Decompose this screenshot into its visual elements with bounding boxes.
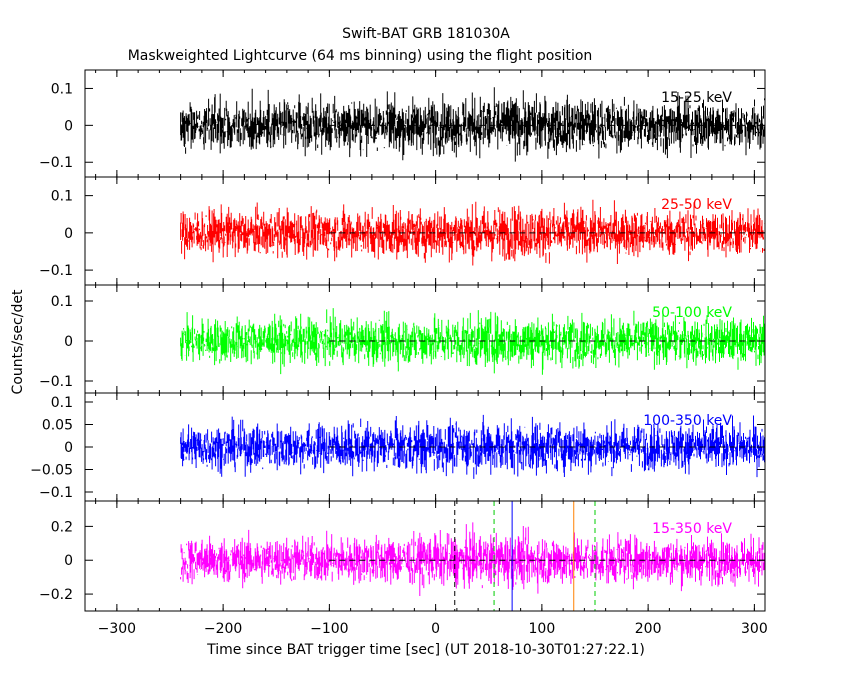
y-tick-label: −0.1 xyxy=(39,263,73,279)
series-50-100-keV xyxy=(180,308,766,375)
y-tick-label: 0 xyxy=(64,334,73,350)
y-axis-label: Counts/sec/det xyxy=(10,289,26,394)
x-tick-label: 300 xyxy=(741,621,768,637)
panels-layer: −0.1 0 0.1 15-25 keV −0.1 0 0.1 25-50 keV −0.1 0 0… xyxy=(30,69,768,637)
y-tick-label: 0.1 xyxy=(51,395,73,411)
y-tick-label: 0 xyxy=(64,118,73,134)
chart-title: Swift-BAT GRB 181030A xyxy=(342,26,510,42)
x-tick-label: 100 xyxy=(529,621,556,637)
x-tick-label: −200 xyxy=(204,621,242,637)
x-tick-label: 200 xyxy=(635,621,662,637)
y-tick-label: 0 xyxy=(64,226,73,242)
panel-label: 50-100 keV xyxy=(652,305,732,321)
x-tick-label: −100 xyxy=(310,621,348,637)
y-tick-label: −0.1 xyxy=(39,485,73,501)
x-tick-label: −300 xyxy=(98,621,136,637)
panel-frame xyxy=(84,500,766,612)
panel-label: 15-350 keV xyxy=(652,521,732,537)
y-tick-label: 0 xyxy=(64,440,73,456)
panel-1: −0.1 0 0.1 25-50 keV xyxy=(39,176,766,286)
y-tick-label: −0.2 xyxy=(39,587,73,603)
y-tick-label: 0.1 xyxy=(51,294,73,310)
x-axis-label: Time since BAT trigger time [sec] (UT 20… xyxy=(206,642,645,658)
panel-label: 25-50 keV xyxy=(661,197,732,213)
series-100-350-keV xyxy=(180,414,766,479)
y-tick-label: 0.2 xyxy=(51,519,73,535)
panel-0: −0.1 0 0.1 15-25 keV xyxy=(39,69,766,178)
chart-subtitle: Maskweighted Lightcurve (64 ms binning) … xyxy=(128,48,593,64)
x-tick-label: 0 xyxy=(431,621,440,637)
y-tick-label: −0.1 xyxy=(39,374,73,390)
y-tick-label: 0.1 xyxy=(51,189,73,205)
series-15-350-keV xyxy=(180,522,766,596)
panel-label: 15-25 keV xyxy=(661,90,732,106)
y-tick-label: −0.1 xyxy=(39,155,73,171)
panel-4: −0.2 0 0.2 15-350 keV xyxy=(39,500,766,612)
panel-label: 100-350 keV xyxy=(643,413,732,429)
y-tick-label: −0.05 xyxy=(30,463,73,479)
y-tick-label: 0 xyxy=(64,553,73,569)
y-tick-label: 0.1 xyxy=(51,81,73,97)
y-tick-label: 0.05 xyxy=(42,418,73,434)
